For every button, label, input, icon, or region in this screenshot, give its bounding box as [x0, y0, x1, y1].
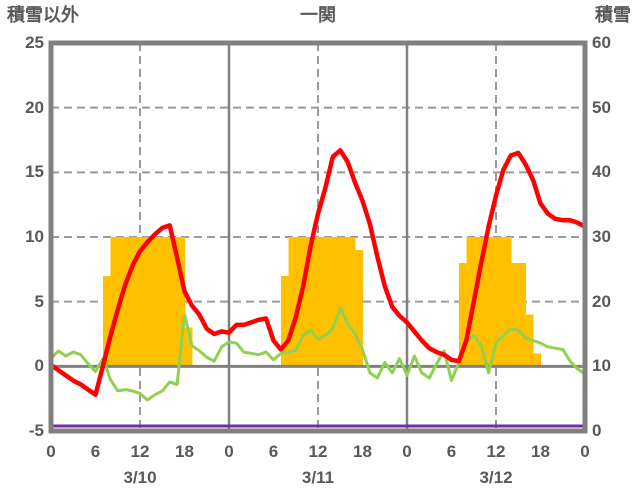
sunshine-bar	[318, 237, 326, 367]
left-axis-tick-label: 25	[25, 33, 44, 52]
sunshine-bar	[147, 237, 156, 367]
date-label: 3/12	[479, 468, 513, 487]
right-axis-tick-label: 10	[592, 356, 611, 376]
sunshine-bar	[347, 237, 356, 367]
sunshine-bar	[110, 237, 119, 367]
sunshine-bar	[125, 237, 134, 367]
sunshine-bar	[332, 237, 341, 367]
right-axis-tick-label: 40	[592, 162, 611, 182]
sunshine-bar	[518, 262, 527, 367]
left-axis-title: 積雪以外	[7, 5, 79, 25]
sunshine-bar	[162, 237, 171, 367]
sunshine-bar	[533, 353, 541, 367]
sunshine-bar	[325, 237, 334, 367]
x-axis-hour-label: 6	[90, 442, 101, 461]
sunshine-bar	[303, 237, 312, 367]
x-axis-hour-label: 6	[446, 442, 457, 461]
sunshine-bar	[355, 249, 363, 367]
x-axis-hour-label: 12	[486, 442, 506, 461]
plot-frame	[48, 40, 588, 434]
sunshine-bar	[481, 237, 490, 367]
left-axis-tick-label: 10	[25, 227, 44, 246]
x-axis-hour-label: 18	[353, 442, 372, 461]
right-axis-title: 積雪	[595, 5, 631, 25]
x-axis-hour-label: 18	[531, 442, 550, 461]
x-axis-hour-label: 0	[580, 442, 590, 461]
left-axis-tick-label: 5	[34, 291, 44, 311]
sunshine-bar	[503, 237, 512, 367]
sunshine-bar	[310, 237, 319, 367]
temperature-line	[48, 148, 588, 398]
right-axis-tick-label: 0	[592, 421, 602, 440]
left-axis-tick-label: 0	[34, 356, 44, 376]
x-axis-hour-label: 6	[268, 442, 279, 461]
right-axis-tick-label: 60	[592, 33, 611, 52]
right-axis-tick-label: 20	[592, 291, 611, 311]
x-axis-hour-label: 0	[224, 442, 234, 461]
right-axis-tick-label: 50	[592, 97, 611, 117]
x-axis-hour-label: 18	[175, 442, 194, 461]
left-axis-tick-label: 15	[25, 162, 44, 182]
x-axis-hour-label: 12	[308, 442, 328, 461]
date-label: 3/11	[301, 468, 335, 487]
sunshine-bar	[288, 237, 297, 367]
right-axis-tick-label: 30	[592, 227, 611, 246]
date-label: 3/10	[123, 468, 157, 487]
left-axis-tick-label: 20	[25, 97, 44, 117]
sunshine-bar	[473, 237, 482, 367]
sunshine-bar	[184, 327, 193, 367]
sunshine-bar	[102, 275, 111, 367]
chart-title: 一関	[300, 5, 336, 25]
sunshine-bar	[496, 237, 504, 367]
sunshine-bar	[458, 262, 467, 367]
x-axis-hour-label: 0	[46, 442, 56, 461]
wind-line	[49, 306, 587, 402]
sunshine-bar	[140, 237, 148, 367]
sunshine-bar	[132, 237, 141, 367]
sunshine-bar	[510, 262, 519, 367]
left-axis-tick-label: -5	[28, 421, 44, 440]
sunshine-bar	[177, 237, 185, 367]
sunshine-bar	[280, 275, 289, 367]
x-axis-hour-label: 12	[130, 442, 150, 461]
sunshine-bar	[466, 237, 475, 367]
sunshine-bar	[169, 237, 178, 367]
sunshine-bar	[154, 237, 163, 367]
sunshine-bar	[488, 237, 497, 367]
sunshine-bar	[340, 237, 349, 367]
x-axis-hour-label: 0	[402, 442, 412, 461]
